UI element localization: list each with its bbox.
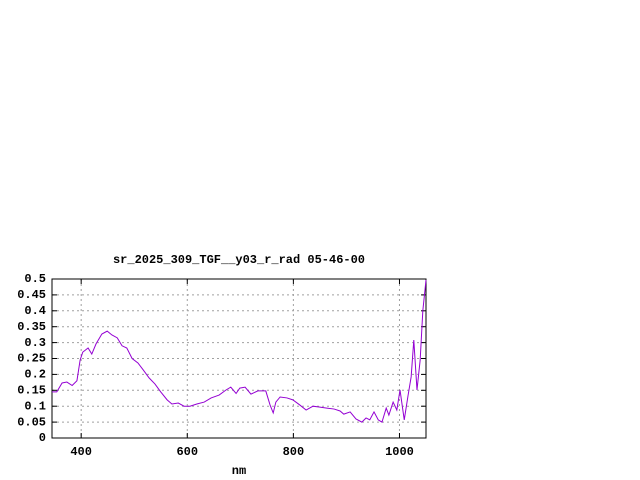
x-tick-label: 800 [283, 445, 305, 459]
y-tick-label: 0.4 [24, 304, 46, 318]
y-tick-label: 0.1 [24, 399, 46, 413]
y-tick-label: 0.35 [17, 320, 46, 334]
plot-frame [51, 278, 427, 439]
y-tick-label: 0.05 [17, 415, 46, 429]
chart-title: sr_2025_309_TGF__y03_r_rad 05-46-00 [113, 253, 365, 267]
x-tick-label: 600 [176, 445, 198, 459]
y-tick-label: 0.3 [24, 336, 46, 350]
y-tick-label: 0.45 [17, 288, 46, 302]
y-tick-label: 0.5 [24, 272, 46, 286]
x-axis-label: nm [232, 464, 246, 478]
y-tick-label: 0.2 [24, 368, 46, 382]
data-line [52, 279, 427, 423]
y-tick-label: 0.15 [17, 383, 46, 397]
y-tick-label: 0 [39, 431, 46, 445]
x-tick-label: 1000 [385, 445, 414, 459]
x-tick-label: 400 [70, 445, 92, 459]
y-tick-label: 0.25 [17, 352, 46, 366]
